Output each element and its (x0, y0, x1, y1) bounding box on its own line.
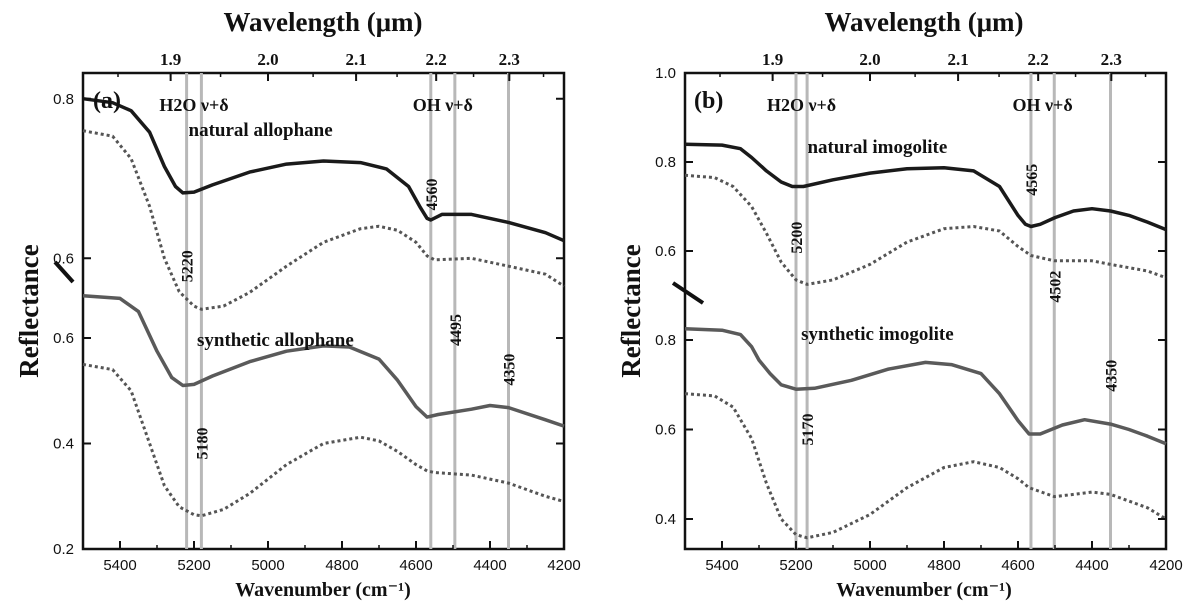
panel-b-y-axis-title: Reflectance (616, 244, 646, 377)
top-tick-label: 2.3 (499, 50, 520, 69)
curve-annotation: synthetic imogolite (801, 324, 954, 345)
panel-a-frame (81, 71, 566, 551)
spectrum-line-upper-dotted (82, 129, 565, 311)
y-tick-label: 0.8 (655, 154, 676, 171)
line-value-label: 5200 (789, 222, 806, 254)
y-tick-label: 1.0 (655, 65, 676, 82)
line-value-label: 4502 (1047, 271, 1064, 303)
x-tick-label: 4800 (325, 557, 358, 574)
spectrum-line-upper-solid (684, 142, 1167, 232)
y-tick-label: 0.4 (655, 511, 676, 528)
x-tick-label: 4600 (1001, 557, 1034, 574)
panel-b-label: (b) (694, 88, 723, 114)
x-tick-label: 5400 (705, 557, 738, 574)
x-tick-label: 5200 (779, 557, 812, 574)
panel-b-top-axis-title: Wavelength (μm) (824, 7, 1023, 37)
curve-annotation: natural imogolite (807, 137, 947, 158)
top-tick-label: 2.3 (1101, 50, 1122, 69)
top-tick-label: 2.0 (257, 50, 278, 69)
panel-b-series (684, 142, 1167, 540)
y-tick-label: 0.6 (53, 330, 74, 347)
line-value-label: 4350 (502, 354, 519, 386)
panel-a-bottom-axis-title: Wavenumber (cm⁻¹) (235, 579, 411, 601)
panel-b-axis-break-mark (671, 281, 705, 305)
spectrum-line-upper-solid (82, 96, 565, 243)
band-label: OH ν+δ (413, 95, 473, 115)
panel-a-series (82, 96, 565, 518)
x-tick-label: 5200 (177, 557, 210, 574)
x-tick-label: 4600 (399, 557, 432, 574)
panel-a-y-axis-title: Reflectance (14, 244, 44, 377)
panel-a-reference-lines (185, 73, 510, 549)
y-tick-label: 0.6 (655, 422, 676, 439)
line-value-label: 5170 (800, 414, 817, 446)
x-tick-label: 5000 (853, 557, 886, 574)
curve-annotation: synthetic allophane (197, 330, 354, 351)
top-tick-label: 1.9 (160, 50, 181, 69)
line-value-label: 4565 (1024, 164, 1041, 196)
top-tick-label: 2.2 (426, 50, 447, 69)
line-value-label: 4495 (448, 314, 465, 346)
y-tick-label: 0.2 (53, 541, 74, 558)
x-tick-label: 4400 (473, 557, 506, 574)
top-tick-label: 2.0 (859, 50, 880, 69)
curve-annotation: natural allophane (189, 120, 333, 141)
panel-b-reference-lines (794, 73, 1112, 549)
panel-b-ticks: 5400 5200 5000 4800 4600 4400 4200 1.9 2.0 2.1 2.2… (655, 50, 1183, 574)
spectrum-line-lower-solid (684, 327, 1167, 446)
panel-a-labels: H2O ν+δ OH ν+δ 5220 5180 4560 4495 4350 natural… (159, 95, 518, 460)
line-value-label: 5220 (180, 250, 197, 282)
x-tick-label: 5400 (103, 557, 136, 574)
x-tick-label: 5000 (251, 557, 284, 574)
spectrum-line-lower-dotted (684, 392, 1167, 540)
x-tick-label: 4400 (1075, 557, 1108, 574)
line-value-label: 4560 (424, 178, 441, 210)
x-tick-label: 4800 (927, 557, 960, 574)
top-tick-label: 2.1 (345, 50, 366, 69)
spectrum-line-lower-solid (82, 294, 565, 428)
x-tick-label: 4200 (547, 557, 580, 574)
y-tick-label: 0.6 (655, 243, 676, 260)
line-value-label: 4350 (1104, 360, 1121, 392)
y-tick-label: 0.4 (53, 436, 74, 453)
x-tick-label: 4200 (1149, 557, 1182, 574)
band-label: H2O ν+δ (767, 95, 836, 115)
panel-b-frame (683, 71, 1168, 551)
top-tick-label: 1.9 (762, 50, 783, 69)
spectrum-line-upper-dotted (684, 173, 1167, 286)
band-label: H2O ν+δ (159, 95, 228, 115)
panel-a: 5400 5200 5000 4800 4600 4400 4200 1.9 2.0 2.1 2.2… (14, 7, 581, 601)
top-tick-label: 2.2 (1028, 50, 1049, 69)
panel-a-axis-break-mark (53, 260, 75, 284)
y-tick-label: 0.8 (655, 332, 676, 349)
top-tick-label: 2.1 (947, 50, 968, 69)
band-label: OH ν+δ (1013, 95, 1073, 115)
panel-a-top-axis-title: Wavelength (μm) (223, 7, 422, 37)
spectrum-line-lower-dotted (82, 362, 565, 518)
panel-b-labels: H2O ν+δ OH ν+δ 5200 5170 4565 4502 4350 natural… (767, 95, 1121, 446)
line-value-label: 5180 (194, 428, 211, 460)
y-tick-label: 0.8 (53, 91, 74, 108)
panel-b: 5400 5200 5000 4800 4600 4400 4200 1.9 2.0 2.1 2.2… (616, 7, 1183, 601)
panel-a-ticks: 5400 5200 5000 4800 4600 4400 4200 1.9 2.0 2.1 2.2… (53, 50, 581, 574)
panel-b-bottom-axis-title: Wavenumber (cm⁻¹) (836, 579, 1012, 601)
panel-a-label: (a) (93, 88, 121, 114)
